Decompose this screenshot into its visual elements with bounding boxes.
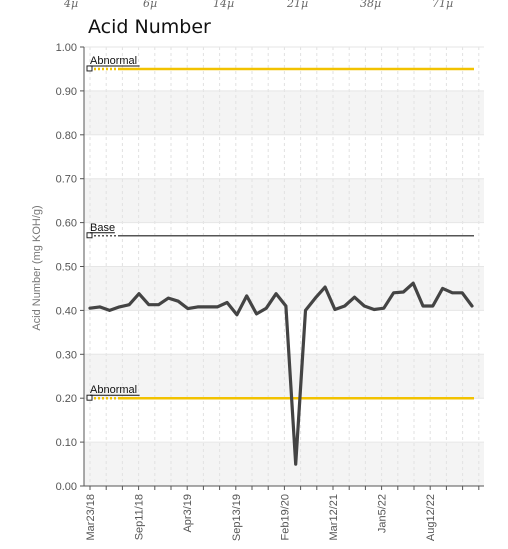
abnormal-label: Abnormal <box>90 384 137 396</box>
x-tick-label: Apr3/19 <box>182 494 194 533</box>
y-tick-label: 1.00 <box>56 42 77 54</box>
data-point <box>98 306 101 308</box>
size-label: 4µ <box>64 0 79 10</box>
data-point <box>255 313 258 315</box>
y-tick-label: 0.40 <box>56 305 77 317</box>
data-point <box>324 286 326 288</box>
data-point <box>422 305 424 307</box>
y-tick-label: 0.00 <box>56 481 77 493</box>
data-point <box>157 303 160 306</box>
data-point <box>216 306 219 308</box>
data-point <box>147 303 150 306</box>
data-point <box>89 307 91 310</box>
axes: 0.00 0.10 0.20 0.30 0.40 0.50 0.60 0.70 0.80 0.90… <box>56 42 484 541</box>
data-point <box>196 306 199 308</box>
data-point <box>383 307 385 310</box>
data-point <box>167 297 170 299</box>
series-layer <box>88 281 474 466</box>
data-point <box>334 308 336 311</box>
data-point <box>236 313 238 316</box>
data-point <box>275 292 277 295</box>
data-point <box>432 305 434 307</box>
x-tick-label: Aug12/22 <box>425 494 437 541</box>
y-tick-label: 0.80 <box>56 130 77 142</box>
data-point <box>108 309 111 312</box>
limit-lines: Abnormal Base Abnormal <box>86 55 474 401</box>
data-point <box>314 297 317 299</box>
data-point <box>187 307 189 310</box>
data-point <box>402 291 405 293</box>
y-tick-label: 0.50 <box>56 262 77 274</box>
size-label: 14µ <box>213 0 235 10</box>
size-label: 6µ <box>143 0 158 10</box>
limit-marker <box>86 65 93 72</box>
data-point <box>138 292 140 295</box>
data-point <box>245 295 248 297</box>
y-tick-label: 0.20 <box>56 393 77 405</box>
abnormal-label: Abnormal <box>90 55 137 67</box>
x-tick-label: Mar12/21 <box>328 494 340 540</box>
limit-marker <box>86 232 93 239</box>
data-point <box>294 463 297 465</box>
y-tick-label: 0.90 <box>56 86 77 98</box>
data-point <box>373 308 375 311</box>
data-point <box>343 305 346 307</box>
particle-size-strip: 4µ 6µ 14µ 21µ 38µ 71µ <box>0 0 508 14</box>
data-point <box>177 300 179 302</box>
data-point <box>471 305 473 307</box>
y-tick-label: 0.70 <box>56 174 77 186</box>
data-point <box>412 282 415 284</box>
data-point <box>265 307 268 310</box>
size-label: 71µ <box>432 0 454 10</box>
y-tick-label: 0.10 <box>56 437 77 449</box>
limit-marker <box>86 394 93 401</box>
x-tick-label: Sep13/19 <box>231 494 243 541</box>
size-label: 38µ <box>360 0 382 10</box>
x-tick-label: Sep11/18 <box>134 494 146 540</box>
x-tick-label: Mar23/18 <box>85 494 97 540</box>
data-point <box>226 301 228 304</box>
x-tick-label: Jan5/22 <box>377 494 389 533</box>
data-point <box>353 296 356 299</box>
data-point <box>441 287 444 290</box>
data-point <box>461 292 464 294</box>
x-tick-label: Feb19/20 <box>279 494 291 540</box>
base-label: Base <box>90 222 115 234</box>
y-tick-label: 0.60 <box>56 218 77 230</box>
chart-title: Acid Number <box>88 16 211 38</box>
data-point <box>363 305 366 307</box>
data-point <box>206 306 209 308</box>
data-point <box>304 309 307 312</box>
data-point <box>451 292 454 294</box>
data-point <box>285 305 287 307</box>
y-axis-label: Acid Number (mg KOH/g) <box>31 205 43 330</box>
y-tick-label: 0.30 <box>56 349 77 361</box>
data-point <box>128 303 130 306</box>
size-label: 21µ <box>287 0 309 10</box>
data-point <box>392 292 395 294</box>
data-line <box>88 281 474 466</box>
data-point <box>118 306 121 308</box>
